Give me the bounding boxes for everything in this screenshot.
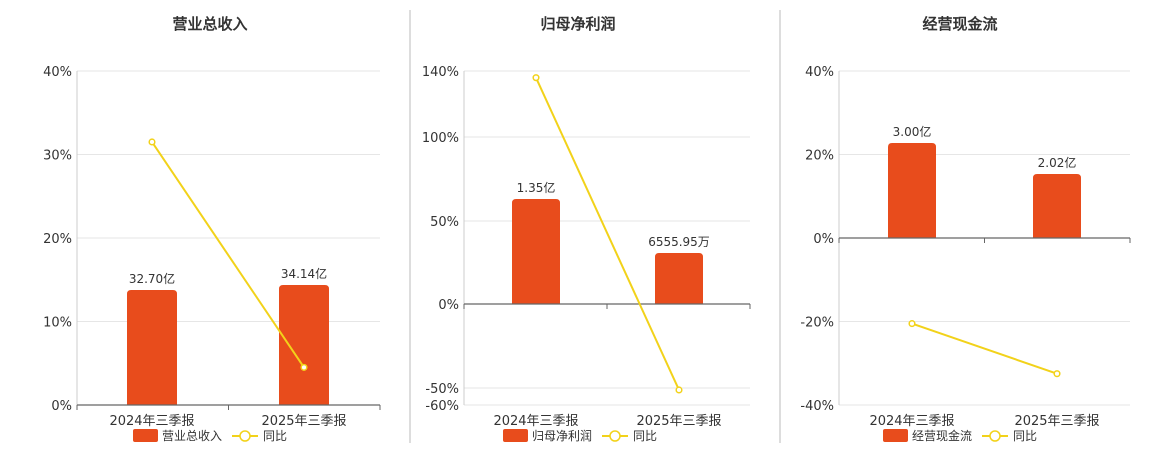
legend-swatch-bar	[883, 429, 908, 442]
chart-panel-3: 经营现金流 40% 20% 0% -20% -40% 3.00亿 2.02亿 2024年三季报 2…	[800, 15, 1131, 443]
y-tick-label: 0%	[813, 232, 834, 247]
bar-data-label: 3.00亿	[893, 124, 932, 139]
x-tick-label: 2025年三季报	[1014, 414, 1099, 429]
line-point	[532, 74, 540, 82]
chart-title: 营业总收入	[172, 15, 247, 33]
y-tick-label: 20%	[805, 149, 834, 164]
line-point	[300, 363, 308, 371]
bar	[655, 253, 703, 304]
line-point	[908, 320, 916, 328]
legend-label: 经营现金流	[912, 428, 972, 443]
line-point	[148, 138, 156, 146]
x-tick-label: 2024年三季报	[109, 414, 194, 429]
legend-label: 同比	[263, 429, 287, 443]
line-point	[1053, 370, 1061, 378]
y-tick-label: 30%	[43, 149, 72, 164]
bar-data-label: 1.35亿	[517, 180, 556, 195]
y-tick-label: 0%	[438, 298, 459, 313]
chart-panel-2: 归母净利润 140% 100% 50% 0% -50% -60% 1.35亿 6555.95万 2…	[422, 15, 751, 443]
y-tick-label: 50%	[430, 215, 459, 230]
legend-swatch-marker	[609, 430, 621, 442]
bar-data-label: 32.70亿	[129, 271, 175, 286]
bar	[888, 143, 936, 238]
legend-swatch-bar	[503, 429, 528, 442]
bar-data-label: 34.14亿	[281, 266, 327, 281]
bar	[279, 285, 329, 405]
series-line	[911, 322, 1058, 375]
legend-swatch-marker	[239, 430, 251, 442]
line-point	[675, 386, 683, 394]
y-tick-label: -50%	[425, 382, 459, 397]
y-tick-label: -60%	[425, 399, 459, 414]
y-tick-label: 10%	[43, 316, 72, 331]
y-tick-label: 40%	[805, 65, 834, 80]
y-tick-label: 140%	[422, 65, 459, 80]
x-tick-label: 2025年三季报	[636, 414, 721, 429]
chart-panel-1: 营业总收入 40% 30% 20% 10% 0% 32.70亿 34.14亿 2024年三季报 2…	[43, 15, 381, 443]
y-tick-label: 100%	[422, 131, 459, 146]
series-line	[535, 77, 680, 391]
bar	[512, 199, 560, 304]
legend-swatch-marker	[989, 430, 1001, 442]
series-line	[151, 141, 305, 368]
x-tick-label: 2024年三季报	[869, 414, 954, 429]
y-tick-label: -40%	[800, 399, 834, 414]
chart-title: 归母净利润	[540, 15, 615, 33]
bar-data-label: 6555.95万	[648, 235, 710, 249]
x-tick-label: 2025年三季报	[261, 414, 346, 429]
legend-swatch-bar	[133, 429, 158, 442]
chart-title: 经营现金流	[922, 15, 997, 33]
legend-label: 营业总收入	[162, 429, 222, 443]
x-tick-label: 2024年三季报	[493, 414, 578, 429]
bar	[1033, 174, 1081, 238]
legend-label: 归母净利润	[532, 429, 592, 443]
y-tick-label: 20%	[43, 232, 72, 247]
bar-data-label: 2.02亿	[1038, 155, 1077, 170]
bar	[127, 290, 177, 405]
legend-label: 同比	[633, 429, 657, 443]
legend-label: 同比	[1013, 429, 1037, 443]
y-tick-label: -20%	[800, 316, 834, 331]
y-tick-label: 40%	[43, 65, 72, 80]
y-tick-label: 0%	[51, 399, 72, 414]
